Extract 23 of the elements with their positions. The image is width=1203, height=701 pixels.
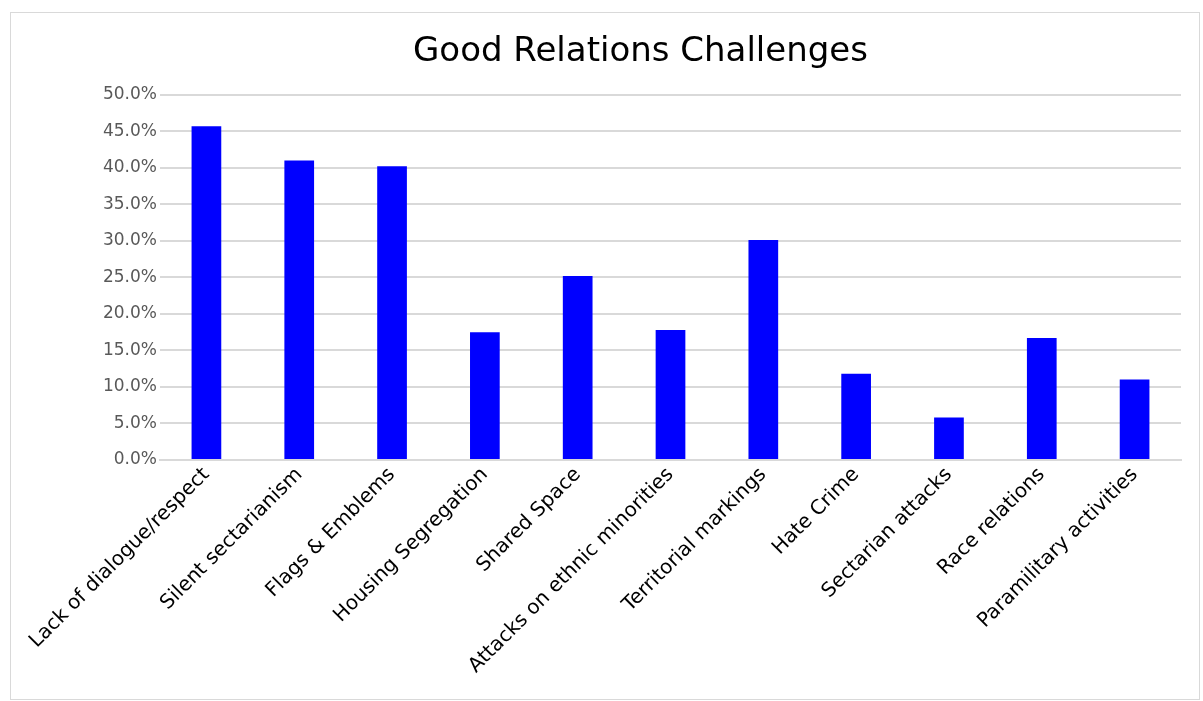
bar bbox=[562, 275, 593, 459]
y-tick-label: 40.0% bbox=[102, 156, 157, 177]
bar bbox=[470, 332, 500, 459]
bar bbox=[284, 160, 315, 459]
bar bbox=[748, 240, 779, 459]
y-tick-label: 5.0% bbox=[113, 411, 157, 432]
y-tick-label: 0.0% bbox=[113, 448, 157, 469]
y-tick-label: 10.0% bbox=[102, 375, 157, 396]
chart-title: Good Relations Challenges bbox=[413, 29, 868, 70]
y-tick-label: 50.0% bbox=[102, 83, 157, 104]
bar bbox=[1026, 337, 1057, 459]
y-tick-label: 35.0% bbox=[102, 192, 157, 213]
bar bbox=[841, 373, 871, 459]
bar bbox=[934, 417, 964, 459]
bar bbox=[191, 126, 222, 459]
y-tick-label: 45.0% bbox=[102, 119, 157, 140]
y-tick-label: 15.0% bbox=[102, 338, 157, 359]
y-tick-label: 25.0% bbox=[102, 265, 157, 286]
bar bbox=[377, 166, 407, 459]
bar bbox=[1119, 379, 1150, 459]
y-tick-label: 20.0% bbox=[102, 302, 157, 323]
y-tick-label: 30.0% bbox=[102, 229, 157, 250]
bar bbox=[655, 329, 686, 459]
